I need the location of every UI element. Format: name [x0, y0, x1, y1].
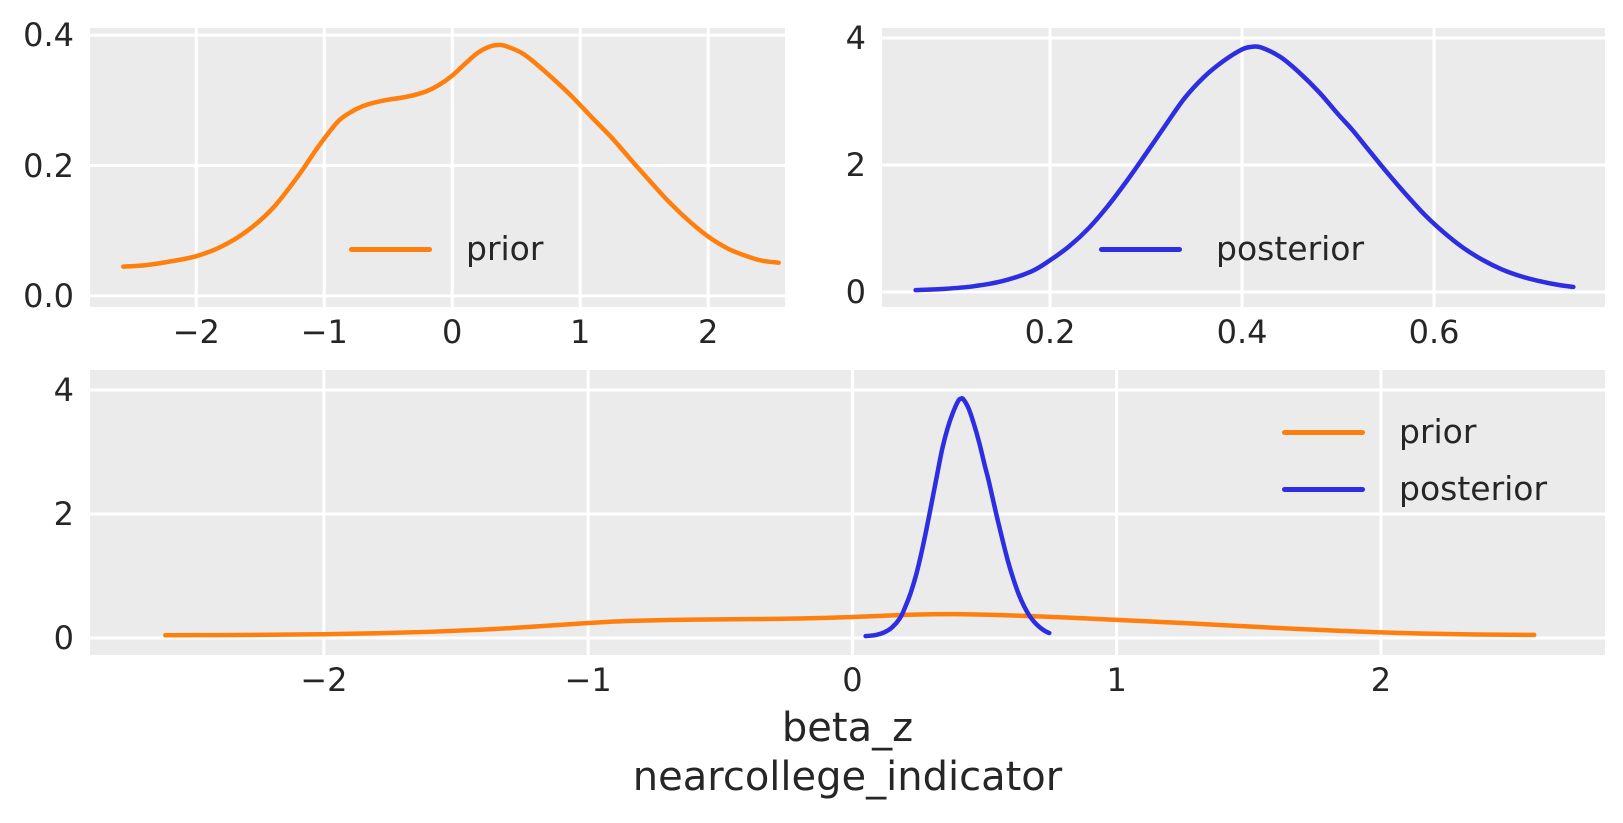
legend-label-prior: prior [466, 229, 544, 268]
legend-line-posterior [1099, 246, 1182, 252]
curve-posterior [913, 44, 1576, 293]
legend-line-posterior [1282, 486, 1365, 492]
y-tick-label: 0.4 [23, 16, 74, 55]
x-tick-label: −2 [300, 661, 348, 699]
x-tick-label: −1 [564, 661, 612, 699]
x-axis-label-line-1: beta_z [781, 705, 914, 751]
x-tick-label: 0 [442, 313, 463, 351]
x-tick-label: −2 [172, 313, 220, 351]
y-tick-label: 0 [53, 619, 74, 657]
legend-line-prior [349, 246, 432, 252]
x-tick-label: −1 [300, 313, 348, 351]
curve-posterior [863, 396, 1052, 639]
x-axis-label-line-2: nearcollege_indicator [632, 754, 1063, 800]
legend-line-prior [1282, 429, 1365, 435]
y-tick-label: 4 [845, 18, 866, 57]
x-tick-label: 0.2 [1024, 313, 1076, 351]
legend-combined: prior posterior [1282, 414, 1547, 507]
legend-posterior-marginal: posterior [1099, 231, 1364, 267]
y-tick-label: 2 [53, 495, 74, 534]
x-tick-label: 1 [1106, 661, 1127, 699]
x-tick-label: 2 [698, 313, 719, 351]
curve-prior [163, 611, 1537, 638]
legend-entry-posterior: posterior [1282, 471, 1547, 507]
x-tick-label: 0.6 [1408, 313, 1460, 351]
legend-label-posterior: posterior [1399, 469, 1548, 508]
y-tick-label: 0 [845, 273, 866, 311]
x-tick-label: 0.4 [1216, 313, 1268, 351]
posterior-marginal-plot [882, 28, 1605, 307]
legend-label-posterior: posterior [1216, 229, 1365, 268]
axes-background [90, 28, 785, 307]
legend-entry-prior: prior [349, 231, 543, 267]
legend-prior-marginal: prior [349, 231, 543, 267]
legend-entry-prior: prior [1282, 414, 1547, 450]
y-tick-label: 2 [845, 145, 866, 184]
y-tick-label: 0.2 [23, 146, 74, 185]
prior-posterior-combined-plot [90, 370, 1605, 655]
legend-label-prior: prior [1399, 412, 1477, 451]
y-tick-label: 4 [53, 371, 74, 410]
x-tick-label: 0 [842, 661, 863, 699]
axes-background [90, 370, 1605, 655]
legend-entry-posterior: posterior [1099, 231, 1364, 267]
y-tick-label: 0.0 [23, 276, 74, 315]
prior-marginal-plot [90, 28, 785, 307]
x-tick-label: 2 [1370, 661, 1392, 699]
x-tick-label: 1 [570, 313, 591, 351]
curve-prior [121, 42, 781, 269]
x-axis-label: beta_z nearcollege_indicator [90, 704, 1605, 802]
